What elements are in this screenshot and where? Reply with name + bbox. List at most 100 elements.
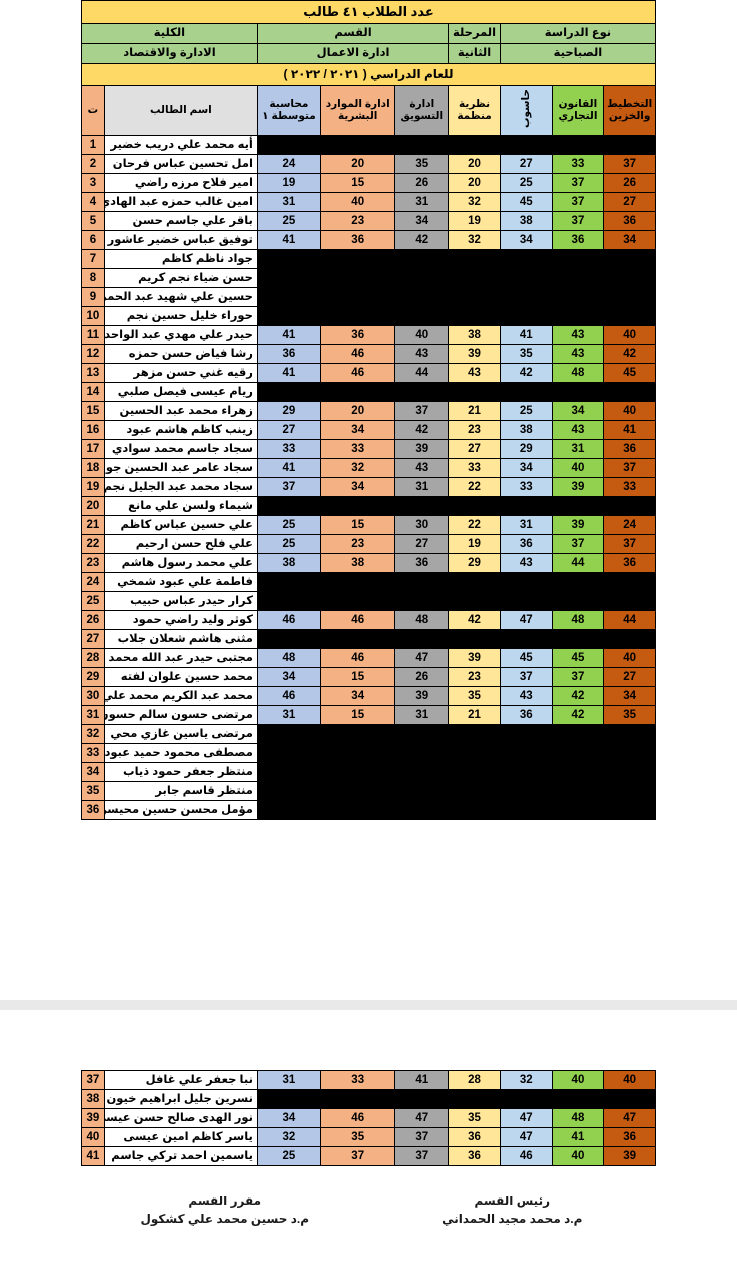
grade-cell — [448, 1089, 501, 1109]
grade-cell: 35 — [394, 154, 450, 174]
grade-cell — [603, 268, 656, 288]
grade-cell: 47 — [499, 1127, 553, 1147]
grade-cell: 37 — [551, 192, 605, 212]
grade-cell — [603, 572, 656, 592]
row-index-cell: 32 — [81, 724, 105, 744]
grade-cell: 33 — [319, 1070, 396, 1090]
grade-cell: 36 — [448, 1146, 501, 1166]
grade-cell: 22 — [448, 515, 501, 535]
student-name-cell: جواد ناظم كاظم — [103, 249, 258, 269]
grade-cell: 25 — [499, 173, 553, 193]
table-row: مصطفى محمود حميد عبود 33 — [81, 743, 656, 763]
col-header-marketing: ادارة التسويق — [394, 85, 450, 136]
grade-cell: 42 — [448, 610, 501, 630]
meta-labels-row: نوع الدراسة المرحلة القسم الكلية — [81, 23, 657, 44]
grade-cell — [319, 382, 396, 402]
grade-cell — [256, 724, 321, 744]
grade-cell — [603, 249, 656, 269]
grade-cell — [448, 287, 501, 307]
grade-cell: 15 — [319, 515, 396, 535]
grade-cell: 32 — [499, 1070, 553, 1090]
table-row: 37 33 27 20 35 20 24 امل تحسين عباس فرحان 2 — [81, 154, 656, 174]
row-index-cell: 30 — [81, 686, 105, 706]
student-name-cell: شيماء ولسن علي مانع — [103, 496, 258, 516]
col-header-hr-l1: ادارة الموارد — [325, 98, 390, 111]
table-row: مرتضى ياسين غازي محي 32 — [81, 724, 656, 744]
grade-cell: 34 — [603, 686, 656, 706]
grade-cell: 34 — [551, 401, 605, 421]
col-header-law-l1: القانون — [558, 98, 598, 111]
grade-cell — [319, 572, 396, 592]
grade-cell — [499, 800, 553, 820]
grade-cell: 41 — [499, 325, 553, 345]
grade-cell: 25 — [256, 534, 321, 554]
grade-cell: 47 — [499, 610, 553, 630]
student-name-cell: باقر علي جاسم حسن — [103, 211, 258, 231]
col-header-marketing-l1: ادارة — [409, 98, 435, 111]
col-header-hr-l2: البشرية — [338, 109, 378, 122]
grade-cell — [499, 382, 553, 402]
grade-cell — [551, 382, 605, 402]
table-row: 34 42 43 35 39 34 46 محمد عبد الكريم محمد علي 30 — [81, 686, 656, 706]
grade-cell: 37 — [603, 534, 656, 554]
grade-cell — [256, 800, 321, 820]
grade-cell: 36 — [319, 230, 396, 250]
grade-cell: 40 — [603, 325, 656, 345]
grade-cell: 27 — [603, 667, 656, 687]
row-index-cell: 20 — [81, 496, 105, 516]
grade-cell: 48 — [551, 1108, 605, 1128]
grade-cell — [551, 762, 605, 782]
value-department: ادارة الاعمال — [256, 43, 450, 64]
grade-cell — [256, 762, 321, 782]
table-row: 40 43 41 38 40 36 41 حيدر علي مهدي عبد الواحد 11 — [81, 325, 656, 345]
grade-cell — [448, 724, 501, 744]
table-row: 36 31 29 27 39 33 33 سجاد جاسم محمد سوادي 17 — [81, 439, 656, 459]
grade-cell — [499, 762, 553, 782]
grade-cell: 37 — [256, 477, 321, 497]
grade-cell: 15 — [319, 173, 396, 193]
grade-cell: 31 — [551, 439, 605, 459]
student-name-cell: مرتضى ياسين غازي محي — [103, 724, 258, 744]
grade-cell: 24 — [603, 515, 656, 535]
student-name-cell: توفيق عباس خضير عاشور — [103, 230, 258, 250]
grade-cell: 36 — [603, 553, 656, 573]
grade-cell: 48 — [256, 648, 321, 668]
grade-cell — [551, 496, 605, 516]
row-index-cell: 5 — [81, 211, 105, 231]
grade-cell — [499, 268, 553, 288]
grade-cell: 34 — [394, 211, 450, 231]
table-row: 36 41 47 36 37 35 32 ياسر كاظم امين عيسى 40 — [81, 1127, 656, 1147]
col-header-marketing-l2: التسويق — [400, 109, 444, 122]
grade-cell — [603, 629, 656, 649]
grade-cell: 25 — [256, 515, 321, 535]
grade-cell: 46 — [256, 610, 321, 630]
grade-cell — [551, 135, 605, 155]
grade-cell — [394, 306, 450, 326]
grade-cell: 36 — [394, 553, 450, 573]
table-row: منتظر قاسم جابر 35 — [81, 781, 656, 801]
grade-cell — [603, 762, 656, 782]
student-name-cell: سجاد جاسم محمد سوادي — [103, 439, 258, 459]
grade-cell — [603, 800, 656, 820]
grade-cell: 40 — [551, 458, 605, 478]
grade-cell — [256, 382, 321, 402]
row-index-cell: 18 — [81, 458, 105, 478]
grade-cell — [499, 572, 553, 592]
grade-cell — [319, 762, 396, 782]
grade-cell: 43 — [551, 344, 605, 364]
grade-cell — [256, 249, 321, 269]
grade-cell: 43 — [394, 458, 450, 478]
grade-cell: 27 — [499, 154, 553, 174]
row-index-cell: 24 — [81, 572, 105, 592]
grade-cell: 24 — [256, 154, 321, 174]
grade-cell: 34 — [319, 420, 396, 440]
grade-cell: 34 — [603, 230, 656, 250]
grade-cell: 42 — [603, 344, 656, 364]
grade-cell: 39 — [448, 648, 501, 668]
grade-cell: 36 — [256, 344, 321, 364]
row-index-cell: 16 — [81, 420, 105, 440]
grade-cell: 39 — [448, 344, 501, 364]
grade-cell: 34 — [499, 230, 553, 250]
grade-cell: 48 — [394, 610, 450, 630]
grade-cell: 42 — [551, 686, 605, 706]
